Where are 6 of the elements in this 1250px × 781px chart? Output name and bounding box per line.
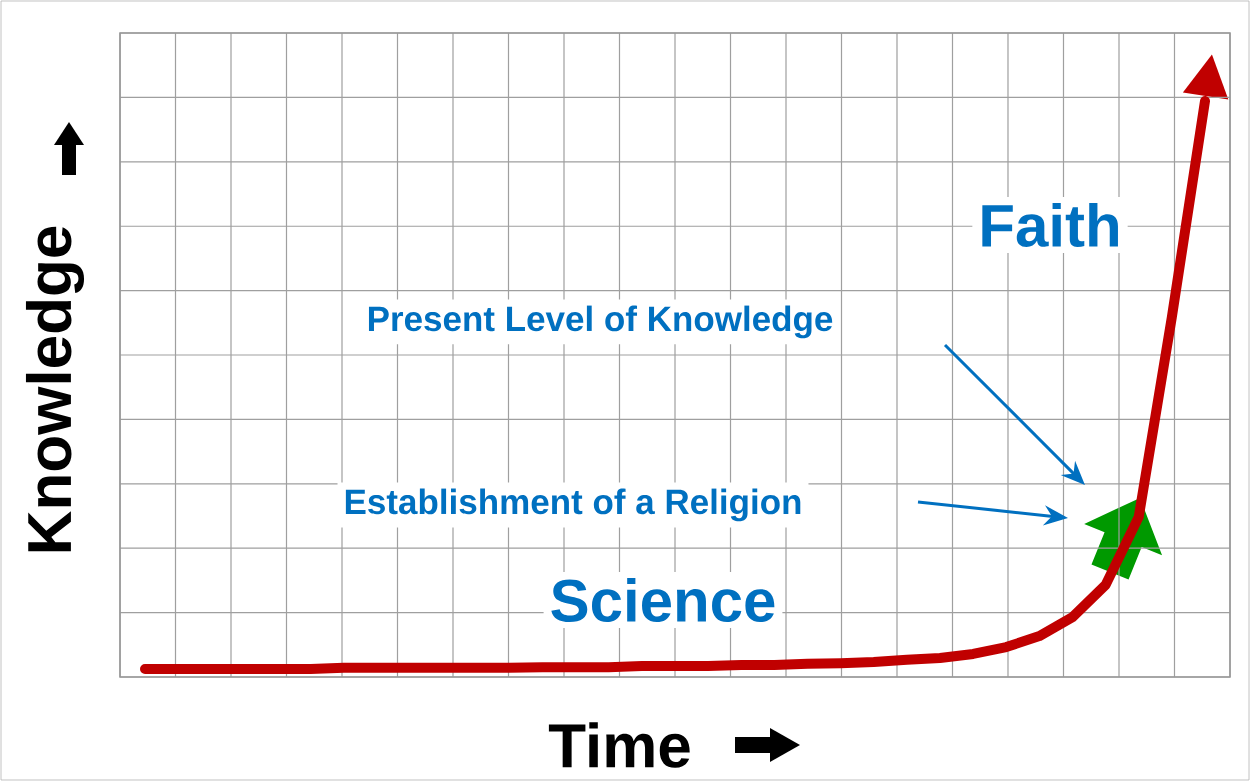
annotation: Establishment of a Religion [345, 488, 801, 522]
y-axis-title: Knowledge [25, 226, 85, 552]
annotation: Present Level of Knowledge [368, 305, 833, 339]
annotation: Science [551, 577, 775, 623]
x-axis-title: Time [548, 722, 690, 768]
annotation: Faith [982, 202, 1118, 248]
